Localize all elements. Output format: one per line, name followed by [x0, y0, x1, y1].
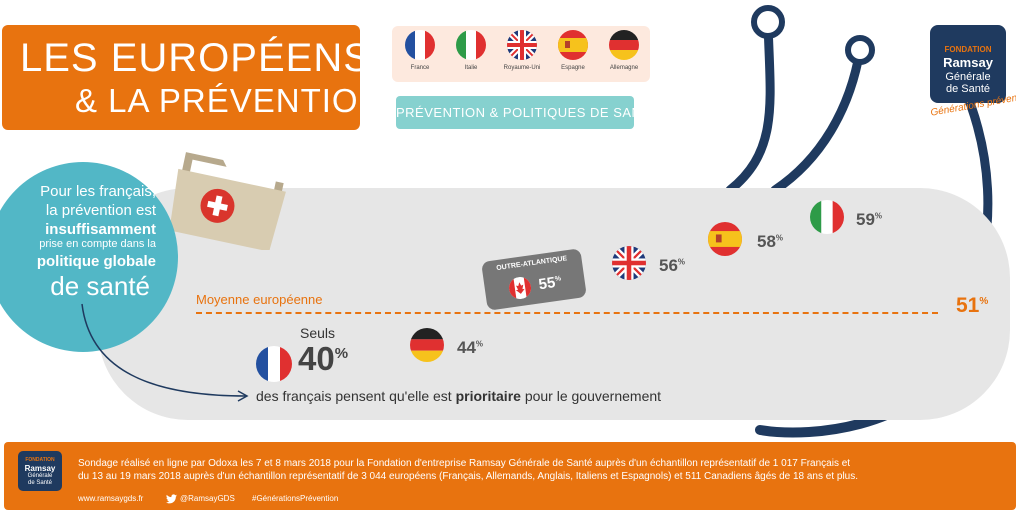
spain-flag-icon	[708, 222, 742, 256]
footer-logo-sante: de Santé	[27, 480, 53, 486]
country-flags-strip: France Italie Royaume-Uni Espagne Allema…	[392, 26, 650, 82]
canada-percentage: 55%	[538, 273, 563, 293]
spain-flag-icon	[558, 30, 588, 60]
footer-survey-text-2: du 13 au 19 mars 2018 auprès d'un échant…	[78, 471, 859, 482]
canada-unit: %	[554, 275, 562, 284]
average-label: Moyenne européenne	[196, 292, 323, 307]
uk-value: 56	[659, 256, 678, 275]
strip-label-spain: Espagne	[561, 65, 585, 71]
footer-hashtag-link[interactable]: #GénérationsPrévention	[252, 494, 339, 503]
intro-line-6: de santé	[50, 271, 150, 301]
spain-unit: %	[775, 233, 784, 243]
title-line-2: & LA PRÉVENTION	[75, 82, 384, 119]
italy-value: 59	[856, 210, 875, 229]
france-sentence-start: des français pensent qu'elle est	[256, 388, 456, 404]
footer-survey-text-1: Sondage réalisé en ligne par Odoxa les 7…	[78, 458, 851, 469]
average-value-unit: %	[979, 296, 989, 307]
canada-badge: OUTRE-ATLANTIQUE 55%	[481, 248, 587, 311]
title-line-1: LES EUROPÉENS	[20, 36, 371, 80]
uk-flag-icon	[507, 30, 537, 60]
twitter-icon	[166, 494, 177, 504]
strip-label-uk: Royaume-Uni	[503, 65, 541, 71]
footer-website-link[interactable]: www.ramsaygds.fr	[78, 494, 144, 503]
france-flag-icon	[405, 30, 435, 60]
intro-line-1: Pour les français,	[40, 183, 156, 200]
topic-badge: PRÉVENTION & POLITIQUES DE SANTÉ	[396, 96, 659, 129]
germany-flag-icon	[609, 30, 639, 60]
france-percentage: 40%	[298, 340, 348, 378]
strip-item-uk: Royaume-Uni	[497, 30, 547, 71]
germany-value: 44	[457, 338, 476, 357]
intro-line-5: politique globale	[36, 253, 156, 270]
italy-flag-icon	[456, 30, 486, 60]
france-sentence-bold: prioritaire	[455, 388, 521, 404]
average-dashed-line	[196, 312, 938, 314]
strip-label-germany: Allemagne	[609, 65, 639, 71]
uk-flag-icon	[612, 246, 646, 280]
france-value: 40	[298, 340, 335, 377]
intro-circle	[0, 162, 178, 352]
footer-logo: FONDATION Ramsay Générale de Santé	[18, 451, 62, 491]
footer-twitter-link[interactable]: @RamsayGDS	[180, 494, 235, 503]
title-banner	[2, 25, 360, 130]
spain-value: 58	[757, 232, 776, 251]
uk-percentage: 56%	[659, 256, 685, 276]
intro-line-3: insuffisamment	[45, 221, 156, 238]
fondation-logo: FONDATION Ramsay Générale de Santé	[930, 25, 1006, 103]
intro-line-4: prise en compte dans la	[39, 238, 156, 250]
curved-arrow-icon	[81, 303, 249, 402]
footer-logo-generale: Générale	[27, 473, 53, 479]
spain-percentage: 58%	[757, 232, 783, 252]
strip-item-france: France	[395, 30, 445, 71]
intro-line-2: la prévention est	[45, 202, 156, 219]
strip-item-spain: Espagne	[548, 30, 598, 71]
logo-sante-text: de Santé	[945, 83, 991, 95]
medical-folder-icon	[169, 152, 286, 250]
strip-label-france: France	[410, 65, 430, 71]
strip-label-italy: Italie	[464, 65, 478, 71]
footer-logo-fondation: FONDATION	[25, 457, 55, 463]
average-value: 51%	[956, 294, 988, 318]
france-unit: %	[334, 345, 349, 362]
france-sentence-end: pour le gouvernement	[520, 388, 662, 404]
logo-generale-text: Générale	[945, 71, 991, 83]
canada-flag-icon	[507, 275, 533, 301]
italy-unit: %	[874, 211, 883, 221]
uk-unit: %	[677, 257, 686, 267]
germany-flag-icon	[410, 328, 444, 362]
average-value-number: 51	[956, 294, 980, 317]
footer-logo-ramsay: Ramsay	[24, 464, 56, 473]
germany-percentage: 44%	[457, 338, 483, 358]
italy-percentage: 59%	[856, 210, 882, 230]
strip-item-germany: Allemagne	[599, 30, 649, 71]
germany-unit: %	[475, 339, 484, 349]
italy-flag-icon	[810, 200, 844, 234]
france-flag-icon	[256, 346, 292, 382]
france-sentence: des français pensent qu'elle est priorit…	[256, 388, 661, 404]
logo-ramsay-text: Ramsay	[943, 55, 993, 70]
france-prefix: Seuls	[300, 325, 336, 341]
strip-item-italy: Italie	[446, 30, 496, 71]
logo-fondation-text: FONDATION	[944, 45, 992, 54]
